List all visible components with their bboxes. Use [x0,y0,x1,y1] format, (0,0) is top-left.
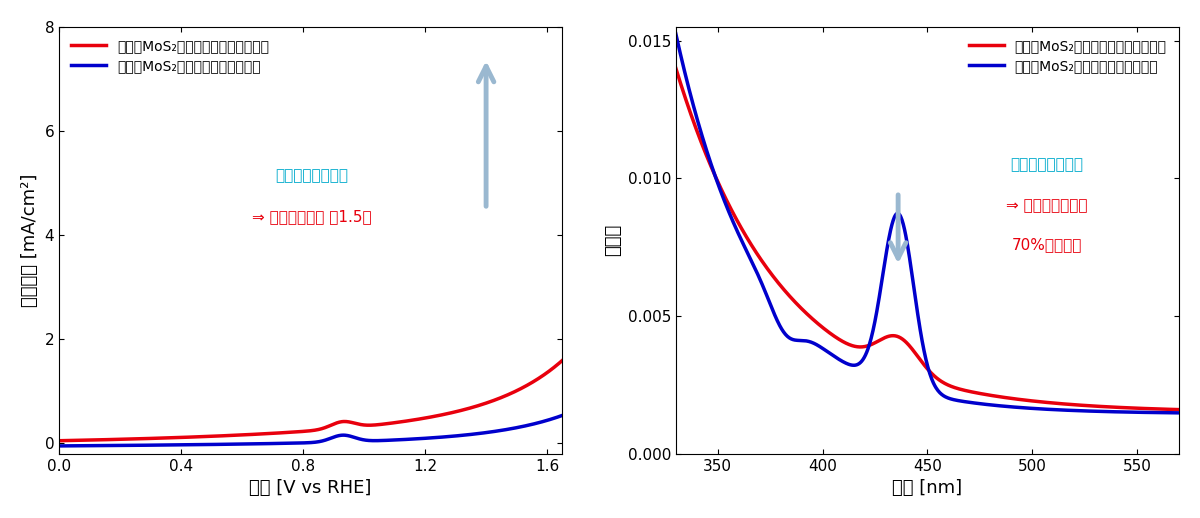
キラルMoS₂（スピンが揃っている） [974,391,989,397]
Text: ⇒ 酸素生成効率 約1.5倍: ⇒ 酸素生成効率 約1.5倍 [252,209,372,224]
キラルMoS₂（スピンが揃っている） [700,153,714,159]
ラセミMoS₂（スピンがバラバラ） [344,434,359,440]
キラルMoS₂（スピンが揃っている） [485,398,499,404]
ラセミMoS₂（スピンがバラバラ） [556,412,570,419]
ラセミMoS₂（スピンがバラバラ） [700,148,714,154]
キラルMoS₂（スピンが揃っている） [344,419,359,425]
キラルMoS₂（スピンが揃っている） [556,357,570,364]
キラルMoS₂（スピンが揃っている） [1102,404,1116,410]
Line: キラルMoS₂（スピンが揃っている）: キラルMoS₂（スピンが揃っている） [676,68,1180,410]
ラセミMoS₂（スピンがバラバラ） [974,401,989,407]
X-axis label: 電位 [V vs RHE]: 電位 [V vs RHE] [250,479,372,497]
ラセミMoS₂（スピンがバラバラ） [1102,409,1116,415]
ラセミMoS₂（スピンがバラバラ） [668,31,683,37]
キラルMoS₂（スピンが揃っている） [668,65,683,71]
キラルMoS₂（スピンが揃っている） [433,412,448,418]
ラセミMoS₂（スピンがバラバラ） [83,442,97,449]
キラルMoS₂（スピンが揃っている） [372,422,386,428]
キラルMoS₂（スピンが揃っている） [52,438,66,444]
Text: キラリティの導入: キラリティの導入 [276,168,349,183]
ラセミMoS₂（スピンがバラバラ） [358,437,372,443]
ラセミMoS₂（スピンがバラバラ） [433,434,448,440]
キラルMoS₂（スピンが揃っている） [989,393,1003,399]
キラルMoS₂（スピンが揃っている） [1050,400,1064,407]
Y-axis label: 電流密度 [mA/cm²]: 電流密度 [mA/cm²] [20,174,38,307]
ラセミMoS₂（スピンがバラバラ） [1172,410,1187,416]
キラルMoS₂（スピンが揃っている） [358,422,372,428]
ラセミMoS₂（スピンがバラバラ） [372,438,386,444]
X-axis label: 波長 [nm]: 波長 [nm] [893,479,962,497]
ラセミMoS₂（スピンがバラバラ） [1050,407,1064,413]
キラルMoS₂（スピンが揃っている） [1172,407,1187,413]
キラルMoS₂（スピンが揃っている） [83,437,97,443]
Y-axis label: 吸光度: 吸光度 [604,224,622,256]
ラセミMoS₂（スピンがバラバラ） [961,399,976,405]
Line: ラセミMoS₂（スピンがバラバラ）: ラセミMoS₂（スピンがバラバラ） [676,34,1180,413]
Text: ⇒ 過酸化水素生成: ⇒ 過酸化水素生成 [1007,198,1087,213]
Legend: キラルMoS₂（スピンが揃っている）, ラセミMoS₂（スピンがバラバラ）: キラルMoS₂（スピンが揃っている）, ラセミMoS₂（スピンがバラバラ） [964,34,1172,78]
Text: 70%以上抑制: 70%以上抑制 [1012,237,1082,252]
ラセミMoS₂（スピンがバラバラ） [989,402,1003,409]
Line: ラセミMoS₂（スピンがバラバラ）: ラセミMoS₂（スピンがバラバラ） [59,415,563,446]
Text: キラリティの導入: キラリティの導入 [1010,157,1084,172]
Legend: キラルMoS₂（スピンが揃っている）, ラセミMoS₂（スピンがバラバラ）: キラルMoS₂（スピンが揃っている）, ラセミMoS₂（スピンがバラバラ） [66,34,275,78]
キラルMoS₂（スピンが揃っている） [961,388,976,394]
Line: キラルMoS₂（スピンが揃っている）: キラルMoS₂（スピンが揃っている） [59,361,563,441]
ラセミMoS₂（スピンがバラバラ） [485,428,499,435]
ラセミMoS₂（スピンがバラバラ） [52,443,66,449]
